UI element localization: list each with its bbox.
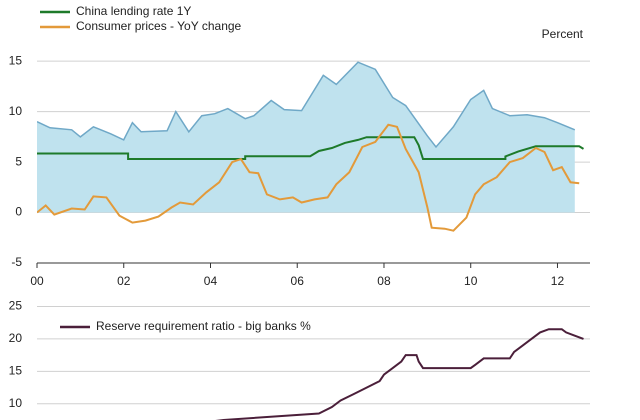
x-tick-label: 04: [204, 274, 218, 288]
x-tick-label: 12: [551, 274, 565, 288]
legend-label: Consumer prices - YoY change: [76, 19, 242, 33]
y-tick-label: 0: [15, 205, 22, 219]
x-tick-label: 08: [377, 274, 391, 288]
y-tick-label: 15: [9, 53, 23, 67]
y-tick-label: 25: [9, 299, 23, 313]
line: [215, 328, 584, 420]
y-tick-label: 10: [9, 104, 23, 118]
line: [37, 61, 576, 149]
y-tick-label: 5: [15, 154, 22, 168]
y-tick-label: 10: [9, 396, 23, 410]
x-tick-label: 02: [117, 274, 131, 288]
x-tick-label: 10: [464, 274, 478, 288]
y-tick-label: 20: [9, 331, 23, 345]
y-tick-label: 15: [9, 364, 23, 378]
line: [37, 123, 580, 232]
x-tick-label: 06: [291, 274, 305, 288]
x-tick-label: 00: [30, 274, 44, 288]
line: [37, 136, 585, 160]
y-tick-label: -5: [11, 255, 22, 269]
area: [37, 62, 575, 213]
plot: [215, 328, 584, 420]
legend-label: Reserve requirement ratio - big banks %: [96, 319, 311, 333]
y-axis-label: Percent: [542, 27, 584, 41]
plot: [37, 61, 585, 232]
legend-label: China lending rate 1Y: [76, 4, 191, 18]
